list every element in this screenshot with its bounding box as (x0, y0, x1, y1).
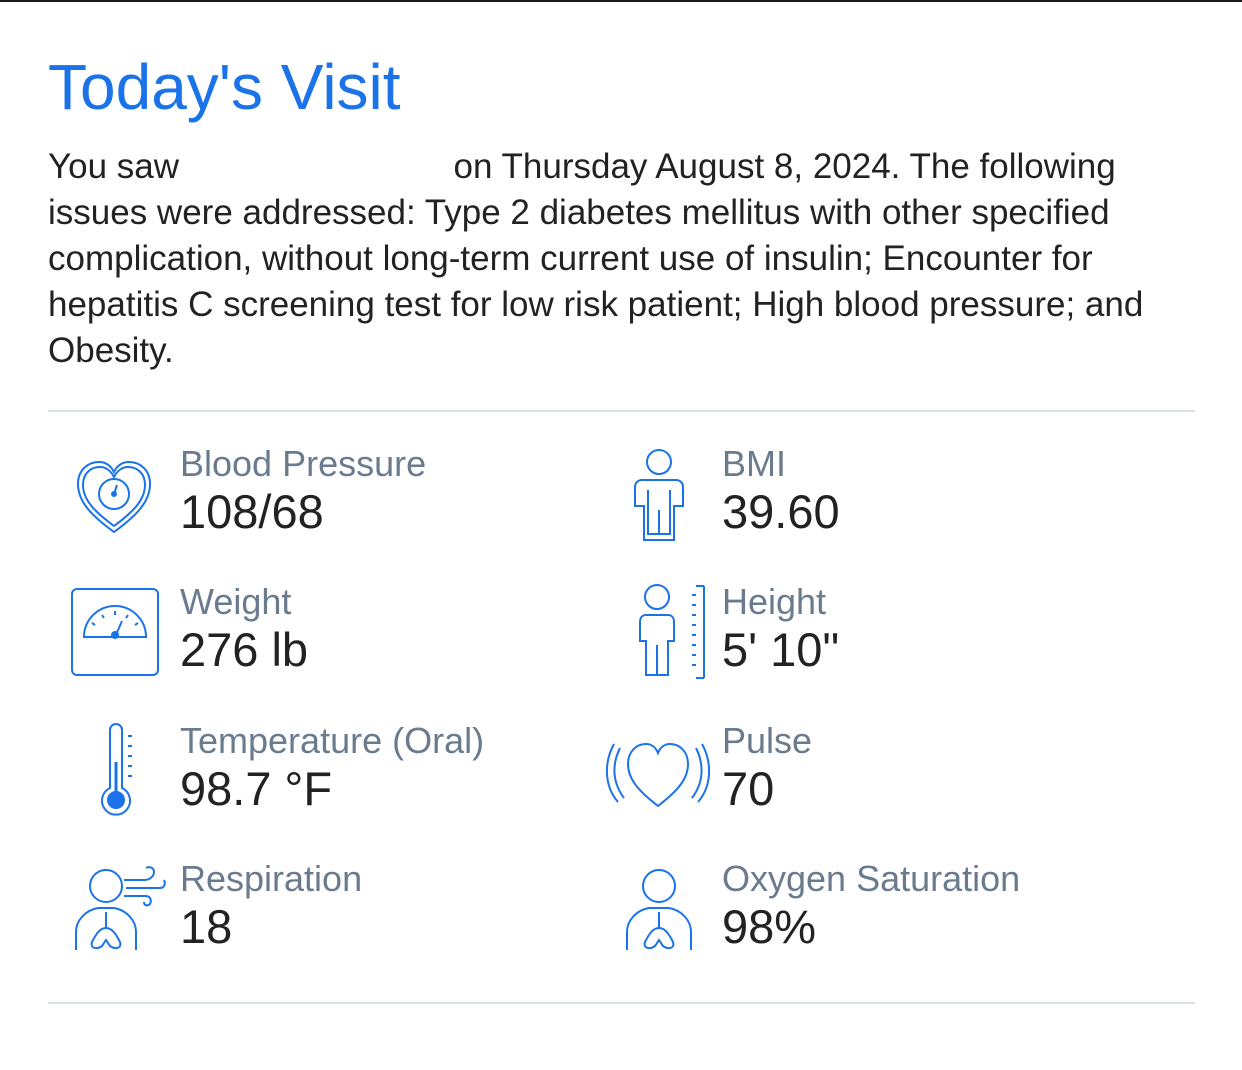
vital-value: 276 lb (180, 623, 309, 676)
vital-value: 108/68 (180, 485, 324, 538)
vital-value: 5' 10" (722, 623, 840, 676)
vital-value: 70 (722, 762, 775, 815)
vital-label: Respiration (180, 858, 363, 899)
respiration-lungs-icon (74, 862, 170, 954)
pulse-heart-icon (604, 734, 712, 810)
height-person-icon (636, 583, 708, 681)
vital-label: BMI (722, 443, 787, 484)
divider-top (48, 410, 1195, 412)
vital-label: Height (722, 581, 827, 622)
vital-label: Oxygen Saturation (722, 858, 1021, 899)
weight-scale-icon (70, 587, 160, 677)
vital-label: Temperature (Oral) (180, 720, 485, 761)
vital-label: Pulse (722, 720, 813, 761)
summary-text: on Thursday August 8, 2024. The followin… (48, 147, 1144, 370)
blood-pressure-heart-icon (72, 456, 156, 536)
vital-value: 18 (180, 900, 233, 953)
bmi-person-icon (628, 448, 690, 544)
summary-prefix: You saw (48, 147, 180, 186)
vital-value: 98.7 °F (180, 762, 333, 815)
top-border (0, 0, 1242, 2)
visit-summary: You saw on Thursday August 8, 2024. The … (48, 144, 1198, 374)
vital-value: 39.60 (722, 485, 840, 538)
vital-label: Blood Pressure (180, 443, 427, 484)
page-title: Today's Visit (48, 51, 401, 123)
redacted-provider-name (188, 146, 444, 186)
vital-value: 98% (722, 900, 817, 953)
vital-label: Weight (180, 581, 292, 622)
oxygen-lungs-icon (624, 862, 694, 954)
thermometer-icon (98, 722, 138, 818)
divider-bottom (48, 1002, 1195, 1004)
